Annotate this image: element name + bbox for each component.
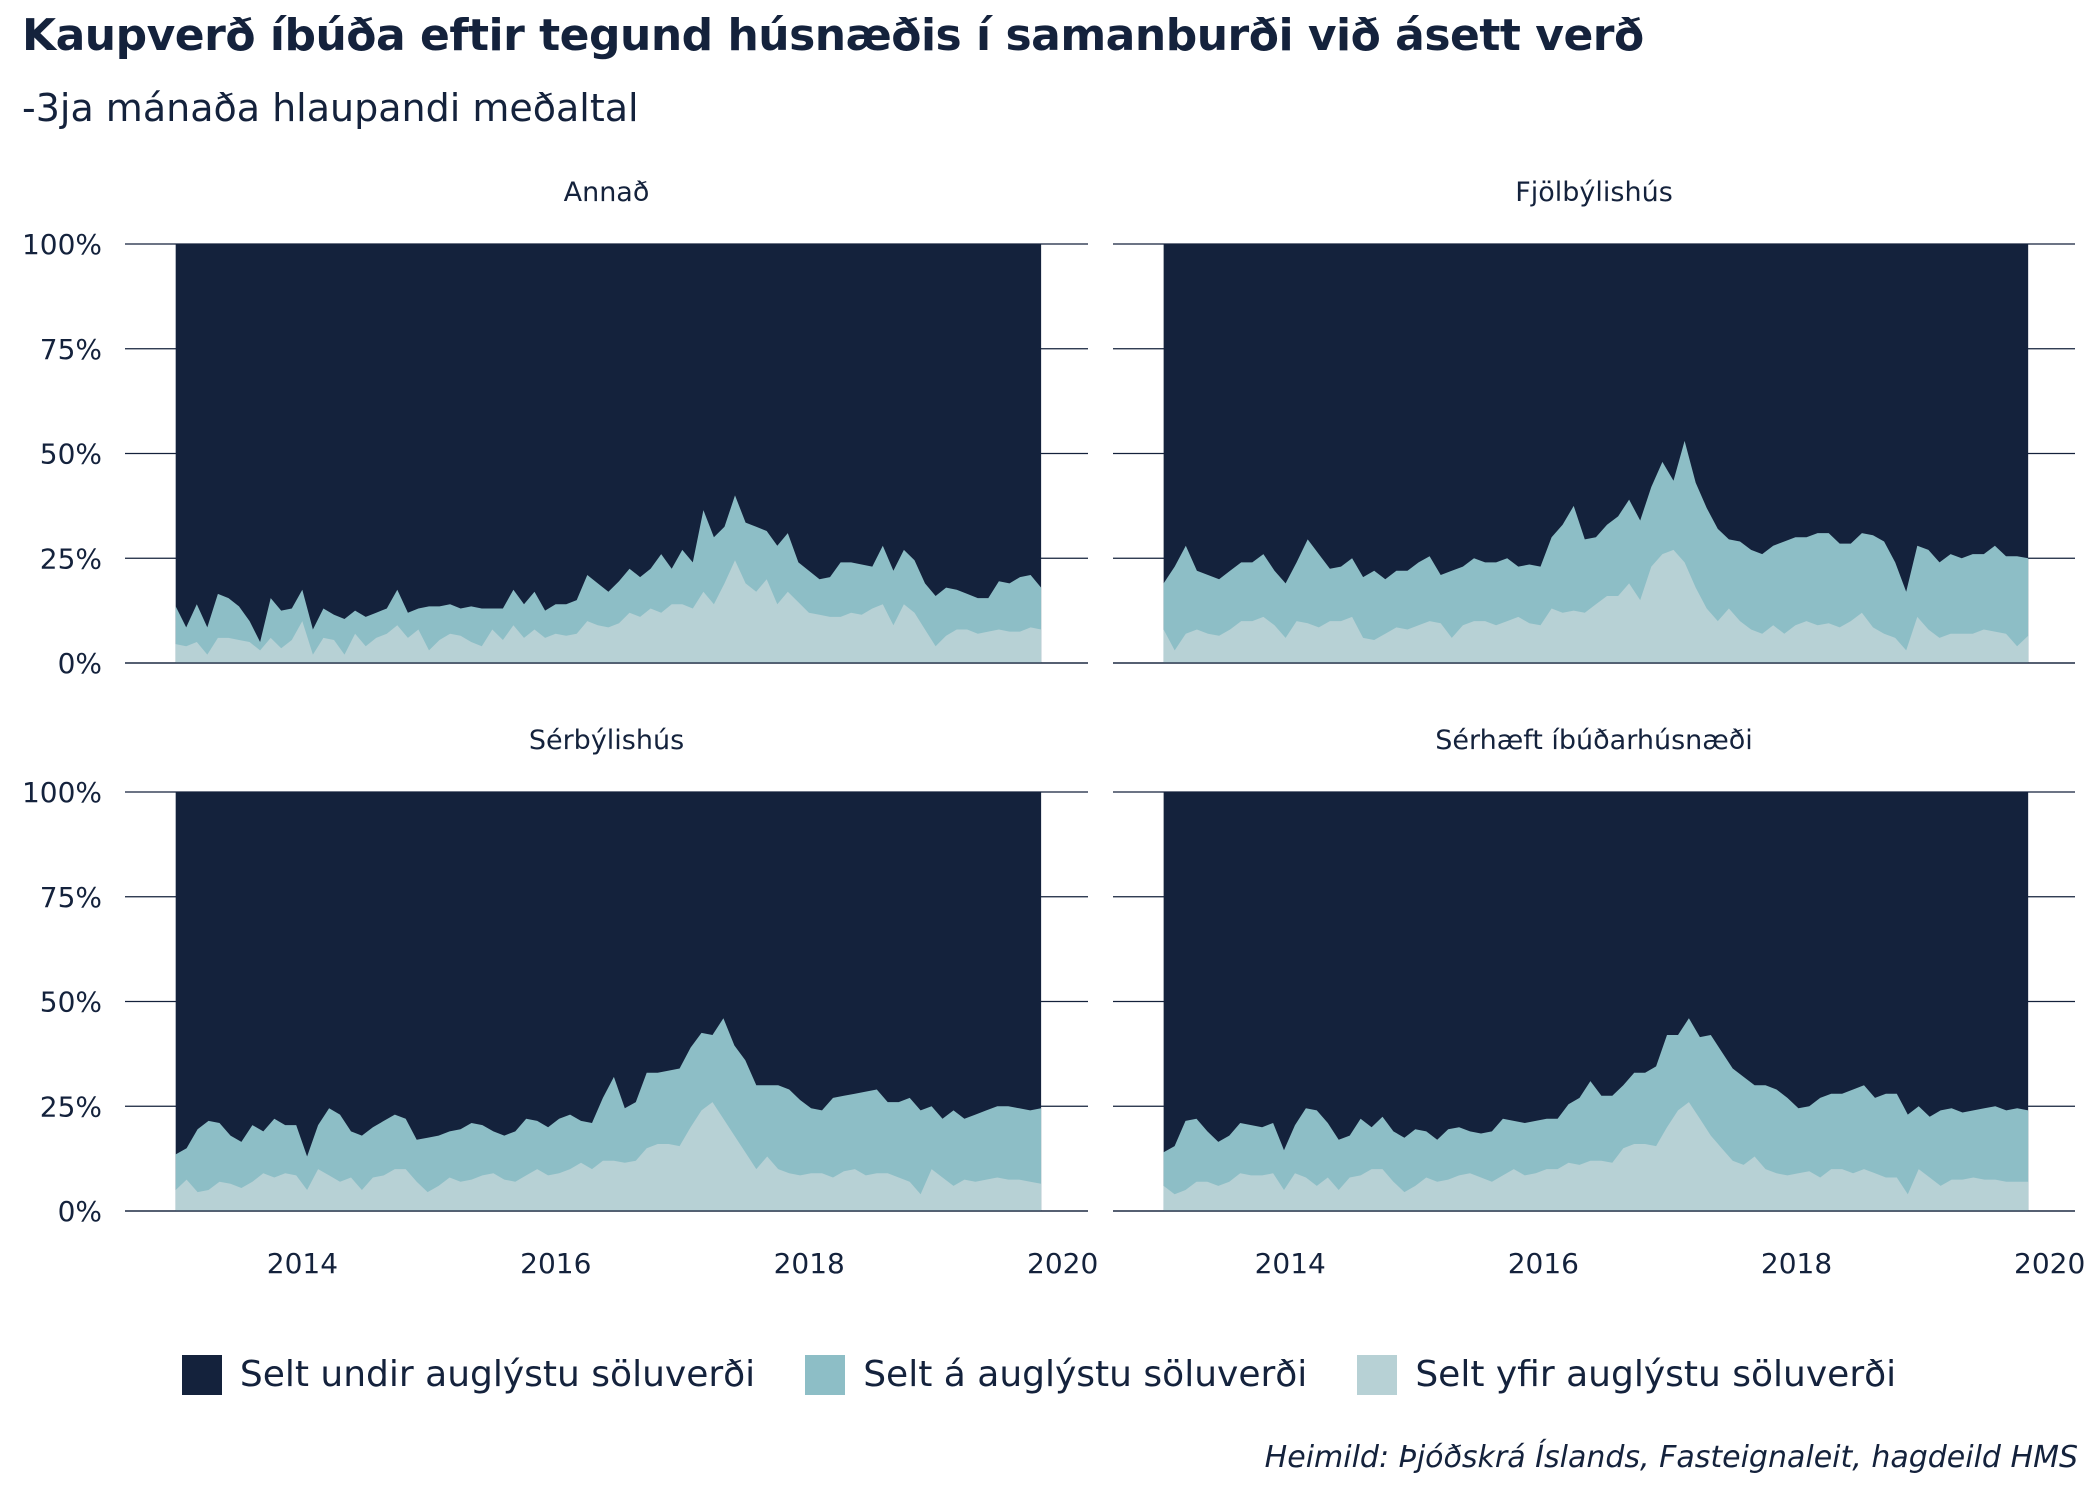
x-tick-label: 2014 (1255, 1247, 1326, 1280)
y-tick-label: 25% (40, 542, 102, 575)
y-tick-label: 25% (40, 1090, 102, 1123)
legend-item-below: Selt undir auglýstu söluverði (181, 1354, 756, 1395)
y-tick-label: 100% (22, 228, 102, 261)
x-tick-label: 2014 (267, 1247, 338, 1280)
area-selt-a-3 (175, 1018, 1042, 1211)
y-tick-label: 75% (40, 881, 102, 914)
y-tick-label: 0% (58, 1195, 102, 1228)
panel-title-2: Fjölbýlishús (1515, 177, 1673, 208)
panel-title-3: Sérbýlishús (529, 725, 684, 756)
area-selt-yfir-1 (175, 560, 1042, 663)
legend-label-above: Selt yfir auglýstu söluverði (1415, 1354, 1897, 1395)
legend-swatch-at (805, 1354, 846, 1395)
area-selt-yfir-2 (1163, 549, 2029, 663)
y-tick-label: 75% (40, 333, 102, 366)
area-selt-a-4 (1163, 1018, 2029, 1211)
legend-item-at: Selt á auglýstu söluverði (805, 1354, 1307, 1395)
x-tick-label: 2020 (1027, 1247, 1098, 1280)
y-tick-label: 100% (22, 776, 102, 809)
area-selt-yfir-3 (175, 1102, 1042, 1211)
x-tick-label: 2018 (774, 1247, 845, 1280)
y-tick-label: 50% (40, 438, 102, 471)
legend: Selt undir auglýstu söluverði Selt á aug… (0, 1354, 2100, 1395)
x-tick-label: 2016 (520, 1247, 591, 1280)
chart-subtitle: -3ja mánaða hlaupandi meðaltal (22, 86, 639, 130)
area-selt-a-2 (1163, 440, 2029, 663)
legend-label-below: Selt undir auglýstu söluverði (239, 1354, 756, 1395)
x-tick-label: 2020 (2014, 1247, 2085, 1280)
legend-item-above: Selt yfir auglýstu söluverði (1357, 1354, 1896, 1395)
area-selt-yfir-4 (1163, 1102, 2029, 1211)
panel-title-4: Sérhæft íbúðarhúsnæði (1435, 725, 1753, 756)
legend-swatch-below (181, 1354, 222, 1395)
chart-title: Kaupverð íbúða eftir tegund húsnæðis í s… (22, 10, 1644, 61)
source-caption: Heimild: Þjóðskrá Íslands, Fasteignaleit… (1264, 1440, 2078, 1475)
x-tick-label: 2018 (1761, 1247, 1832, 1280)
y-tick-label: 0% (58, 647, 102, 680)
panel-title-1: Annað (564, 177, 650, 208)
legend-label-at: Selt á auglýstu söluverði (863, 1354, 1308, 1395)
y-tick-label: 50% (40, 986, 102, 1019)
legend-swatch-above (1357, 1354, 1398, 1395)
x-tick-label: 2016 (1508, 1247, 1579, 1280)
